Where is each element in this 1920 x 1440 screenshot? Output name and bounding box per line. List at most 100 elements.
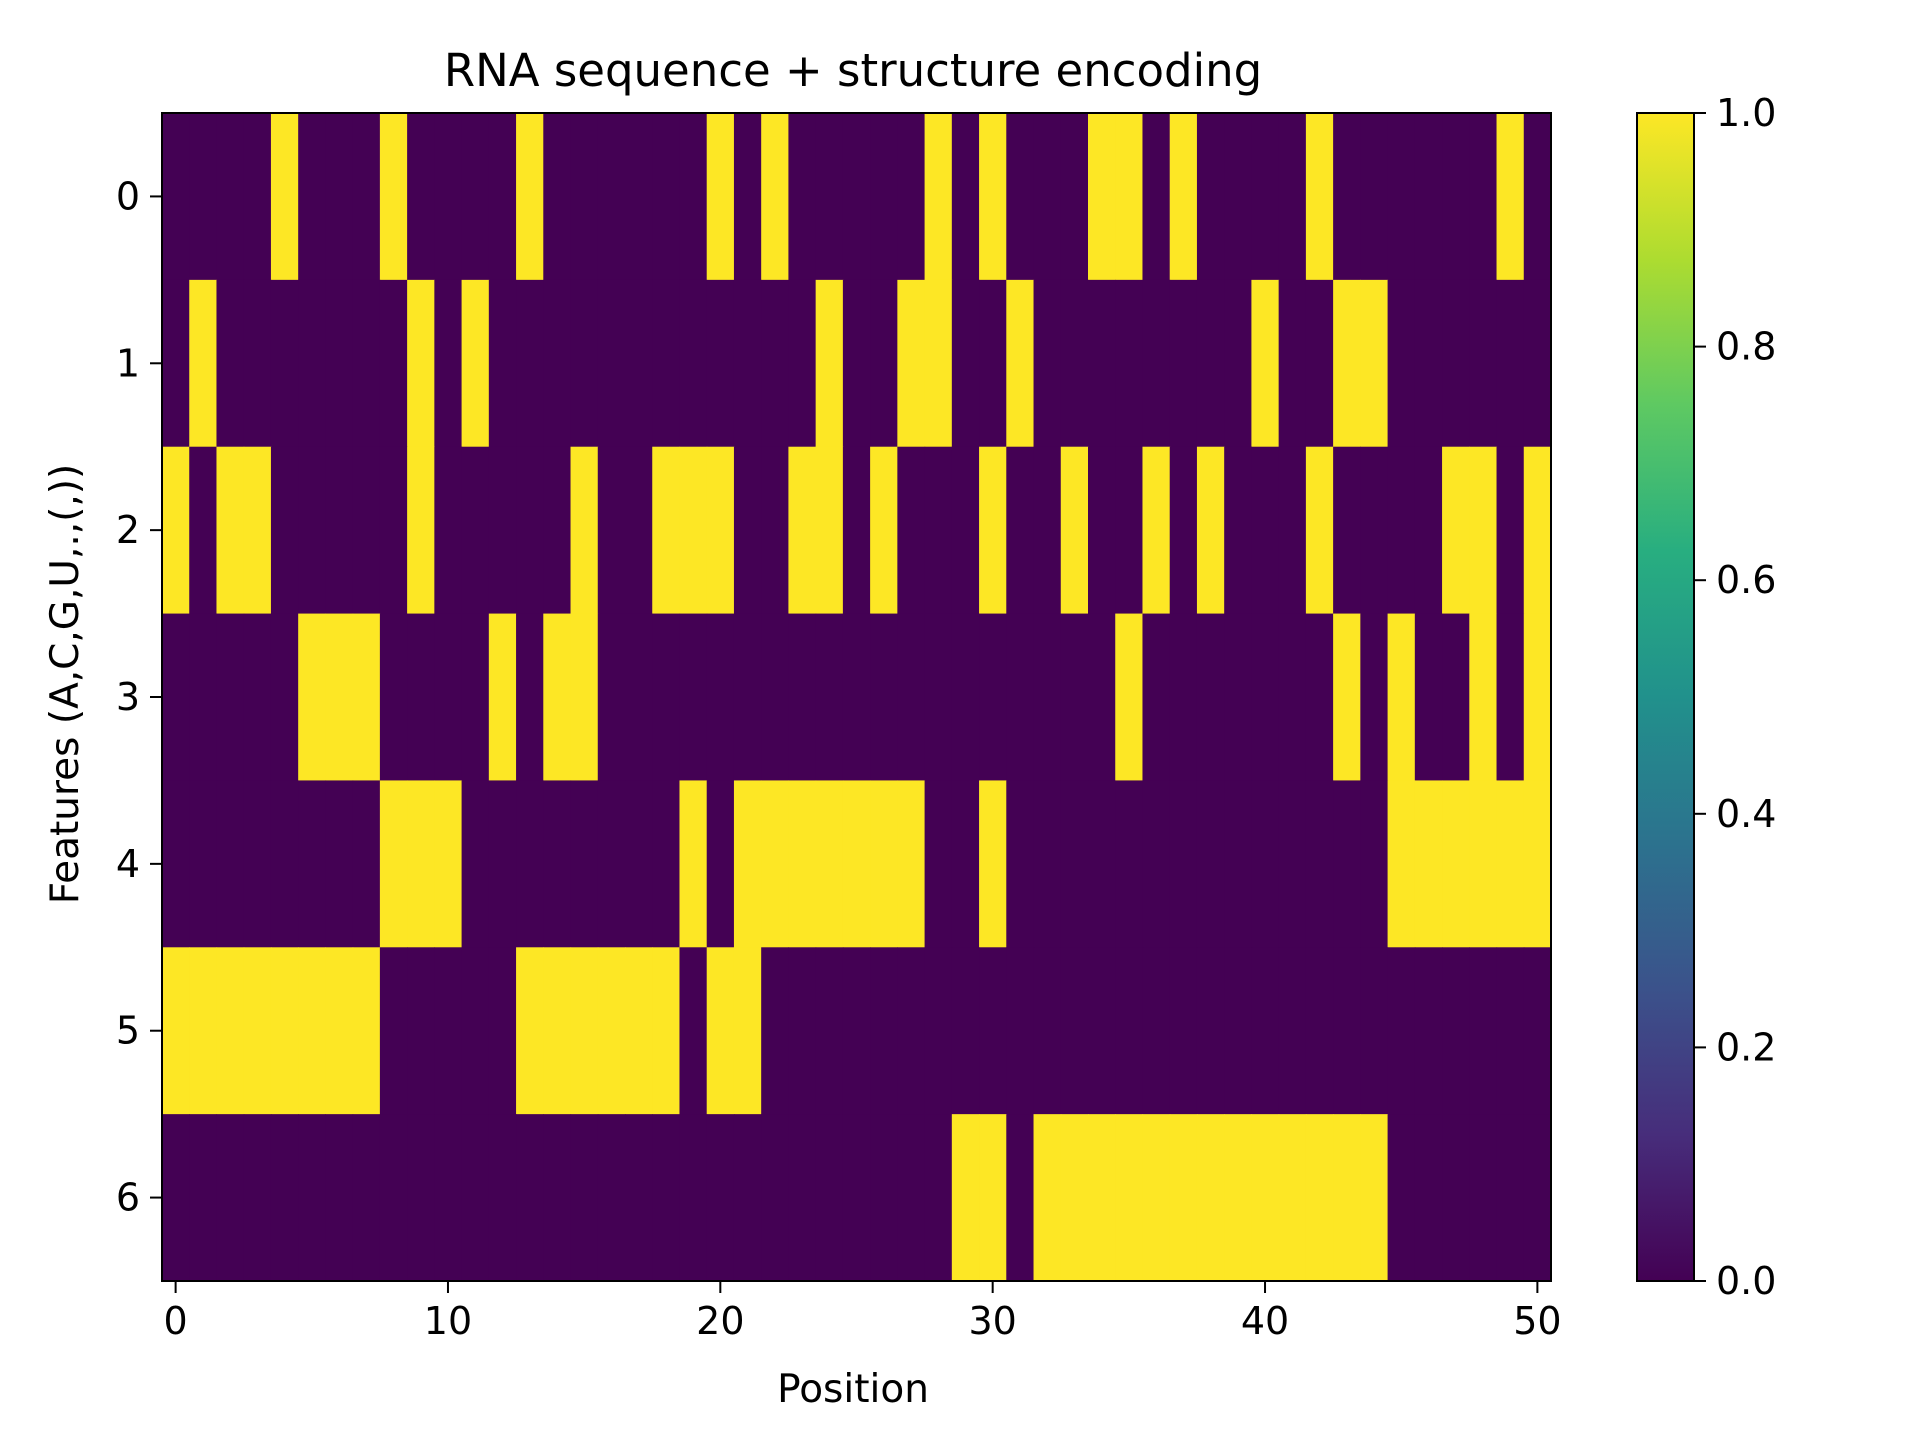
heatmap-cell [1442, 279, 1470, 448]
heatmap-cell [434, 446, 463, 615]
heatmap-cell [706, 613, 735, 782]
heatmap-cell [1224, 446, 1253, 615]
heatmap-cell [842, 947, 871, 1115]
heatmap-cell [1224, 279, 1253, 448]
heatmap-cell [1305, 947, 1334, 1115]
heatmap-cell [543, 279, 572, 448]
heatmap-cell [761, 446, 790, 615]
heatmap-cell [761, 279, 790, 448]
heatmap-cell [761, 113, 790, 281]
heatmap-cell [216, 113, 245, 281]
heatmap-cell [352, 1114, 381, 1282]
heatmap-cell [815, 279, 844, 448]
heatmap-cell [325, 446, 354, 615]
heatmap-cell [1496, 446, 1525, 615]
heatmap-cell [298, 947, 327, 1115]
heatmap-cell [1088, 446, 1116, 615]
heatmap-cell [1142, 113, 1171, 281]
heatmap-cell [1142, 279, 1171, 448]
heatmap-cell [597, 446, 626, 615]
heatmap-cell [761, 780, 790, 948]
heatmap-cell [1115, 279, 1144, 448]
y-tick-label: 0 [116, 174, 140, 218]
y-axis-ticks: 0 1 2 3 4 5 6 [116, 174, 162, 1220]
heatmap-cell [652, 613, 681, 782]
heatmap-cell [951, 947, 980, 1115]
heatmap-cell [652, 780, 681, 948]
heatmap-cell [1305, 1114, 1334, 1282]
heatmap-cell [1278, 279, 1307, 448]
heatmap-cell [216, 613, 245, 782]
heatmap-cell [1251, 613, 1280, 782]
heatmap-cell [625, 780, 653, 948]
heatmap-cell [924, 113, 953, 281]
heatmap-cell [243, 780, 272, 948]
heatmap-cell [625, 446, 653, 615]
heatmap-cell [924, 1114, 953, 1282]
heatmap-cell [1523, 279, 1552, 448]
heatmap-cell [1360, 446, 1389, 615]
heatmap-cell [1360, 947, 1389, 1115]
heatmap-cell [1496, 1114, 1525, 1282]
heatmap-cell [243, 613, 272, 782]
heatmap-cell [1496, 947, 1525, 1115]
heatmap-cell [488, 613, 517, 782]
heatmap-cell [270, 446, 299, 615]
heatmap-cell [788, 613, 817, 782]
heatmap-cell [679, 613, 708, 782]
heatmap-cell [1496, 279, 1525, 448]
y-tick-label: 4 [116, 842, 140, 886]
heatmap-cell [679, 113, 708, 281]
heatmap-cell [951, 279, 980, 448]
heatmap-cell [1088, 613, 1116, 782]
heatmap-cell [1469, 1114, 1498, 1282]
heatmap-cell [1251, 947, 1280, 1115]
heatmap-cell [842, 613, 871, 782]
heatmap-cell [1088, 947, 1116, 1115]
heatmap-cell [1196, 279, 1225, 448]
y-axis-label: Features (A,C,G,U,.,(,)) [43, 464, 88, 904]
heatmap-cell [461, 279, 490, 448]
chart-title: RNA sequence + structure encoding [444, 44, 1262, 97]
heatmap-cell [189, 947, 218, 1115]
heatmap-cell [570, 446, 599, 615]
heatmap-cell [1360, 113, 1389, 281]
heatmap-cell [1278, 780, 1307, 948]
heatmap-cell [1414, 780, 1443, 948]
heatmap-cell [733, 279, 762, 448]
heatmap-cell [597, 113, 626, 281]
heatmap-cell [270, 780, 299, 948]
heatmap-cell [270, 1114, 299, 1282]
heatmap-cell [815, 113, 844, 281]
heatmap-cell [1469, 279, 1498, 448]
heatmap-cell [1224, 1114, 1253, 1282]
heatmap-cell [543, 780, 572, 948]
heatmap-cell [1414, 446, 1443, 615]
heatmap-cell [379, 947, 408, 1115]
heatmap-cell [951, 613, 980, 782]
heatmap-cell [1523, 1114, 1552, 1282]
heatmap-cell [162, 279, 190, 448]
heatmap-cell [706, 947, 735, 1115]
heatmap-cell [325, 780, 354, 948]
heatmap-cell [979, 1114, 1007, 1282]
heatmap-cell [243, 446, 272, 615]
heatmap-cell [488, 947, 517, 1115]
heatmap-cell [625, 947, 653, 1115]
heatmap-cell [1442, 613, 1470, 782]
heatmap-cell [1224, 780, 1253, 948]
heatmap-cell [543, 947, 572, 1115]
heatmap-cell [1496, 780, 1525, 948]
x-tick-label: 30 [968, 1299, 1016, 1343]
heatmap-cell [1251, 1114, 1280, 1282]
heatmap-cell [733, 446, 762, 615]
heatmap-cell [761, 947, 790, 1115]
heatmap-cell [189, 113, 218, 281]
heatmap-cell [815, 947, 844, 1115]
heatmap-cell [1305, 613, 1334, 782]
heatmap-cell [543, 1114, 572, 1282]
heatmap-cell [1523, 947, 1552, 1115]
heatmap-cell [1442, 446, 1470, 615]
heatmap-cell [733, 113, 762, 281]
